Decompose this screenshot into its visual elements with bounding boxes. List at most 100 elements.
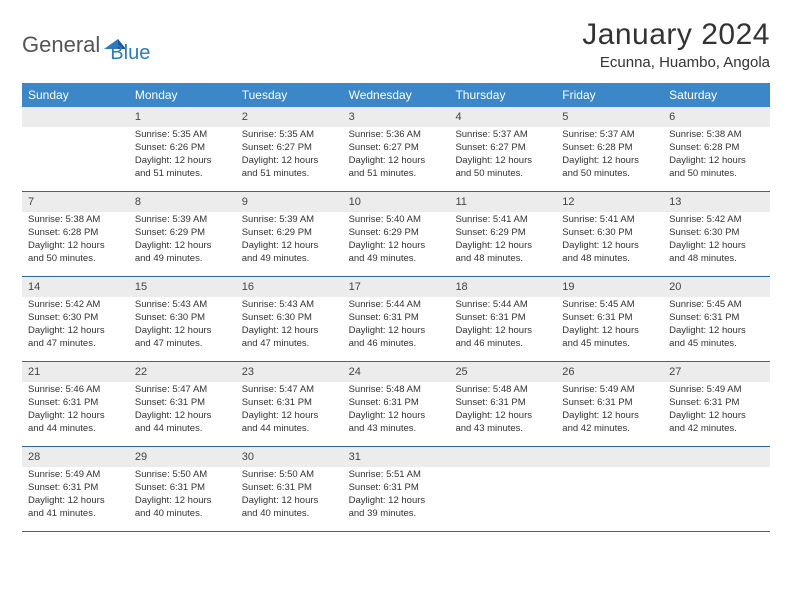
daylight-text: Daylight: 12 hours — [135, 325, 230, 337]
day-number: 31 — [343, 447, 450, 467]
sunrise-text: Sunrise: 5:41 AM — [455, 214, 550, 226]
calendar-week: 7Sunrise: 5:38 AMSunset: 6:28 PMDaylight… — [22, 192, 770, 277]
daylight-text: and 44 minutes. — [28, 423, 123, 435]
day-details: Sunrise: 5:44 AMSunset: 6:31 PMDaylight:… — [343, 299, 450, 350]
day-details: Sunrise: 5:51 AMSunset: 6:31 PMDaylight:… — [343, 469, 450, 520]
daylight-text: and 49 minutes. — [135, 253, 230, 265]
calendar-week: 28Sunrise: 5:49 AMSunset: 6:31 PMDayligh… — [22, 447, 770, 532]
calendar-day: 26Sunrise: 5:49 AMSunset: 6:31 PMDayligh… — [556, 362, 663, 446]
sunset-text: Sunset: 6:31 PM — [242, 397, 337, 409]
sunset-text: Sunset: 6:31 PM — [669, 312, 764, 324]
sunrise-text: Sunrise: 5:35 AM — [242, 129, 337, 141]
daylight-text: Daylight: 12 hours — [669, 240, 764, 252]
daylight-text: Daylight: 12 hours — [135, 410, 230, 422]
title-block: January 2024 Ecunna, Huambo, Angola — [582, 18, 770, 71]
day-details: Sunrise: 5:43 AMSunset: 6:30 PMDaylight:… — [236, 299, 343, 350]
daylight-text: Daylight: 12 hours — [242, 240, 337, 252]
calendar-day: 9Sunrise: 5:39 AMSunset: 6:29 PMDaylight… — [236, 192, 343, 276]
sunset-text: Sunset: 6:31 PM — [349, 482, 444, 494]
daylight-text: Daylight: 12 hours — [242, 325, 337, 337]
daylight-text: Daylight: 12 hours — [135, 155, 230, 167]
calendar-day: 25Sunrise: 5:48 AMSunset: 6:31 PMDayligh… — [449, 362, 556, 446]
daylight-text: and 45 minutes. — [562, 338, 657, 350]
sunset-text: Sunset: 6:31 PM — [28, 482, 123, 494]
sunset-text: Sunset: 6:29 PM — [135, 227, 230, 239]
day-number: . — [663, 447, 770, 467]
day-details: Sunrise: 5:39 AMSunset: 6:29 PMDaylight:… — [129, 214, 236, 265]
sunrise-text: Sunrise: 5:47 AM — [242, 384, 337, 396]
weekday-header: Saturday — [663, 83, 770, 107]
daylight-text: and 51 minutes. — [242, 168, 337, 180]
sunrise-text: Sunrise: 5:41 AM — [562, 214, 657, 226]
daylight-text: Daylight: 12 hours — [349, 410, 444, 422]
calendar-day: 29Sunrise: 5:50 AMSunset: 6:31 PMDayligh… — [129, 447, 236, 531]
calendar-day: 28 Sunrise: 5:49 AMSunset: 6:31 PMDayligh… — [22, 447, 129, 531]
day-number: . — [556, 447, 663, 467]
calendar-day: 4Sunrise: 5:37 AMSunset: 6:27 PMDaylight… — [449, 107, 556, 191]
sunrise-text: Sunrise: 5:47 AM — [135, 384, 230, 396]
daylight-text: and 44 minutes. — [242, 423, 337, 435]
day-details: Sunrise: 5:41 AMSunset: 6:29 PMDaylight:… — [449, 214, 556, 265]
calendar-week: .1Sunrise: 5:35 AMSunset: 6:26 PMDayligh… — [22, 107, 770, 192]
calendar-day: . — [556, 447, 663, 531]
calendar-day: 13Sunrise: 5:42 AMSunset: 6:30 PMDayligh… — [663, 192, 770, 276]
daylight-text: and 47 minutes. — [28, 338, 123, 350]
sunrise-text: Sunrise: 5:38 AM — [28, 214, 123, 226]
daylight-text: and 41 minutes. — [28, 508, 123, 520]
daylight-text: Daylight: 12 hours — [669, 410, 764, 422]
daylight-text: and 50 minutes. — [455, 168, 550, 180]
day-number: 13 — [663, 192, 770, 212]
day-number: 17 — [343, 277, 450, 297]
daylight-text: and 42 minutes. — [669, 423, 764, 435]
day-details: Sunrise: 5:49 AMSunset: 6:31 PMDaylight:… — [663, 384, 770, 435]
calendar-day: 23Sunrise: 5:47 AMSunset: 6:31 PMDayligh… — [236, 362, 343, 446]
day-number: 6 — [663, 107, 770, 127]
day-number: 21 — [22, 362, 129, 382]
day-number: 7 — [22, 192, 129, 212]
sunrise-text: Sunrise: 5:43 AM — [135, 299, 230, 311]
day-number: 22 — [129, 362, 236, 382]
day-number: 18 — [449, 277, 556, 297]
calendar-day: 20Sunrise: 5:45 AMSunset: 6:31 PMDayligh… — [663, 277, 770, 361]
sunset-text: Sunset: 6:30 PM — [669, 227, 764, 239]
daylight-text: Daylight: 12 hours — [242, 410, 337, 422]
sunrise-text: Sunrise: 5:44 AM — [455, 299, 550, 311]
daylight-text: Daylight: 12 hours — [669, 155, 764, 167]
sunset-text: Sunset: 6:28 PM — [28, 227, 123, 239]
daylight-text: and 51 minutes. — [349, 168, 444, 180]
daylight-text: Daylight: 12 hours — [562, 410, 657, 422]
daylight-text: and 47 minutes. — [242, 338, 337, 350]
daylight-text: Daylight: 12 hours — [562, 240, 657, 252]
daylight-text: and 48 minutes. — [455, 253, 550, 265]
calendar-day: . — [449, 447, 556, 531]
daylight-text: Daylight: 12 hours — [135, 240, 230, 252]
day-number: 15 — [129, 277, 236, 297]
calendar-day: 7Sunrise: 5:38 AMSunset: 6:28 PMDaylight… — [22, 192, 129, 276]
sunrise-text: Sunrise: 5:49 AM — [562, 384, 657, 396]
daylight-text: Daylight: 12 hours — [455, 155, 550, 167]
sunset-text: Sunset: 6:31 PM — [562, 397, 657, 409]
sunset-text: Sunset: 6:26 PM — [135, 142, 230, 154]
calendar-day: 1Sunrise: 5:35 AMSunset: 6:26 PMDaylight… — [129, 107, 236, 191]
day-number: 10 — [343, 192, 450, 212]
daylight-text: and 47 minutes. — [135, 338, 230, 350]
sunset-text: Sunset: 6:29 PM — [242, 227, 337, 239]
day-number: 28 — [22, 447, 129, 467]
day-number: 24 — [343, 362, 450, 382]
calendar-day: 24Sunrise: 5:48 AMSunset: 6:31 PMDayligh… — [343, 362, 450, 446]
daylight-text: Daylight: 12 hours — [28, 410, 123, 422]
sunset-text: Sunset: 6:31 PM — [562, 312, 657, 324]
day-details: Sunrise: 5:38 AMSunset: 6:28 PMDaylight:… — [22, 214, 129, 265]
sunrise-text: Sunrise: 5:46 AM — [28, 384, 123, 396]
sunrise-text: Sunrise: 5:51 AM — [349, 469, 444, 481]
calendar-week: 14Sunrise: 5:42 AMSunset: 6:30 PMDayligh… — [22, 277, 770, 362]
daylight-text: Daylight: 12 hours — [242, 155, 337, 167]
sunrise-text: Sunrise: 5:49 AM — [28, 469, 123, 481]
daylight-text: Daylight: 12 hours — [562, 325, 657, 337]
day-number: 4 — [449, 107, 556, 127]
sunrise-text: Sunrise: 5:36 AM — [349, 129, 444, 141]
calendar-body: . 1Sunrise: 5:35 AMSunset: 6:26 PMDayligh… — [22, 107, 770, 532]
daylight-text: and 50 minutes. — [28, 253, 123, 265]
daylight-text: Daylight: 12 hours — [28, 495, 123, 507]
day-details: Sunrise: 5:40 AMSunset: 6:29 PMDaylight:… — [343, 214, 450, 265]
